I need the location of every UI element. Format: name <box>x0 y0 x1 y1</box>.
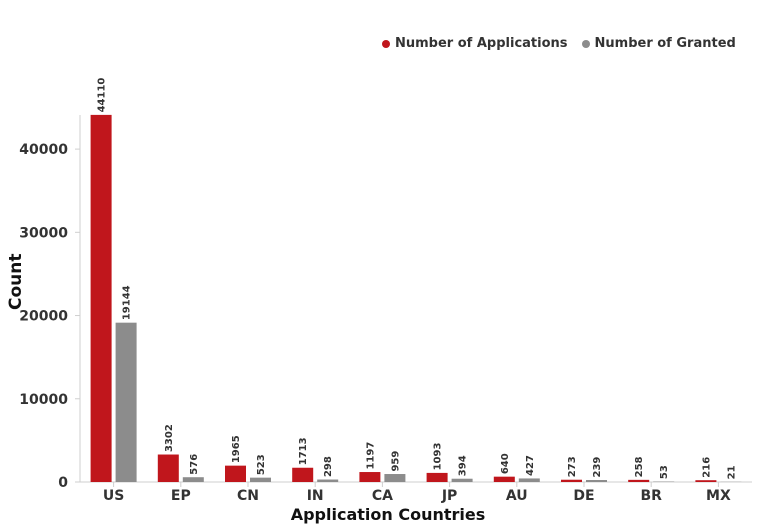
bar-ep-applications <box>157 454 179 482</box>
y-tick-label: 30000 <box>19 225 68 241</box>
bar-br-applications <box>628 479 650 482</box>
bar-us-applications <box>90 114 112 483</box>
legend-label-applications: Number of Applications <box>395 36 568 51</box>
bar-ca-granted <box>384 474 406 482</box>
x-tick-label: BR <box>640 488 662 504</box>
data-label-ep-applications: 3302 <box>164 424 175 452</box>
y-tick-label: 10000 <box>19 392 68 408</box>
bar-mx-applications <box>695 480 717 482</box>
y-tick-label: 0 <box>58 475 68 491</box>
data-label-ca-applications: 1197 <box>365 442 376 470</box>
x-tick-label: MX <box>706 488 731 504</box>
bar-jp-applications <box>426 472 448 482</box>
data-label-jp-applications: 1093 <box>433 443 444 471</box>
data-label-jp-granted: 394 <box>458 455 469 476</box>
data-label-de-granted: 239 <box>592 457 603 478</box>
data-label-cn-applications: 1965 <box>231 435 242 463</box>
bar-cn-applications <box>225 465 246 482</box>
legend-dot-applications <box>382 39 390 48</box>
bar-us-granted <box>115 322 137 482</box>
bar-in-granted <box>317 479 339 482</box>
legend: Number of Applications Number of Granted <box>382 36 750 51</box>
data-label-au-granted: 427 <box>525 455 536 476</box>
x-tick-label: DE <box>573 488 594 504</box>
data-label-ep-granted: 576 <box>189 454 200 475</box>
y-axis-label: Count <box>6 253 26 311</box>
legend-label-granted: Number of Granted <box>594 36 736 51</box>
bar-ca-applications <box>359 472 381 482</box>
x-tick-label: CA <box>372 488 393 504</box>
data-label-us-granted: 19144 <box>122 285 133 320</box>
data-label-au-applications: 640 <box>500 453 511 474</box>
x-tick-label: CN <box>237 488 259 504</box>
bar-ep-granted <box>182 477 204 482</box>
data-label-de-applications: 273 <box>567 456 578 477</box>
bar-au-applications <box>493 476 515 482</box>
data-label-br-applications: 258 <box>634 456 645 477</box>
data-label-ca-granted: 959 <box>390 451 401 472</box>
data-label-in-granted: 298 <box>323 456 334 477</box>
bar-au-granted <box>518 478 540 482</box>
x-tick-label: EP <box>171 488 191 504</box>
data-label-in-applications: 1713 <box>298 437 309 465</box>
bar-cn-granted <box>250 477 271 482</box>
bar-de-applications <box>561 479 582 482</box>
y-tick-label: 20000 <box>19 309 68 325</box>
x-tick-label: JP <box>441 488 457 504</box>
bar-jp-granted <box>451 478 473 482</box>
data-label-br-granted: 53 <box>659 465 670 479</box>
bar-in-applications <box>292 467 314 482</box>
x-axis-label: Application Countries <box>290 505 486 524</box>
legend-item-applications: Number of Applications <box>382 36 568 51</box>
data-label-mx-applications: 216 <box>701 457 712 478</box>
bar-de-granted <box>586 480 607 482</box>
x-tick-label: IN <box>307 488 324 504</box>
data-label-mx-granted: 21 <box>726 465 737 479</box>
data-label-cn-granted: 523 <box>256 454 267 475</box>
data-label-us-applications: 44110 <box>97 78 108 113</box>
x-tick-label: US <box>103 488 124 504</box>
legend-dot-granted <box>581 39 590 48</box>
x-tick-label: AU <box>506 488 528 504</box>
legend-item-granted: Number of Granted <box>581 36 736 51</box>
y-tick-label: 40000 <box>19 142 68 158</box>
